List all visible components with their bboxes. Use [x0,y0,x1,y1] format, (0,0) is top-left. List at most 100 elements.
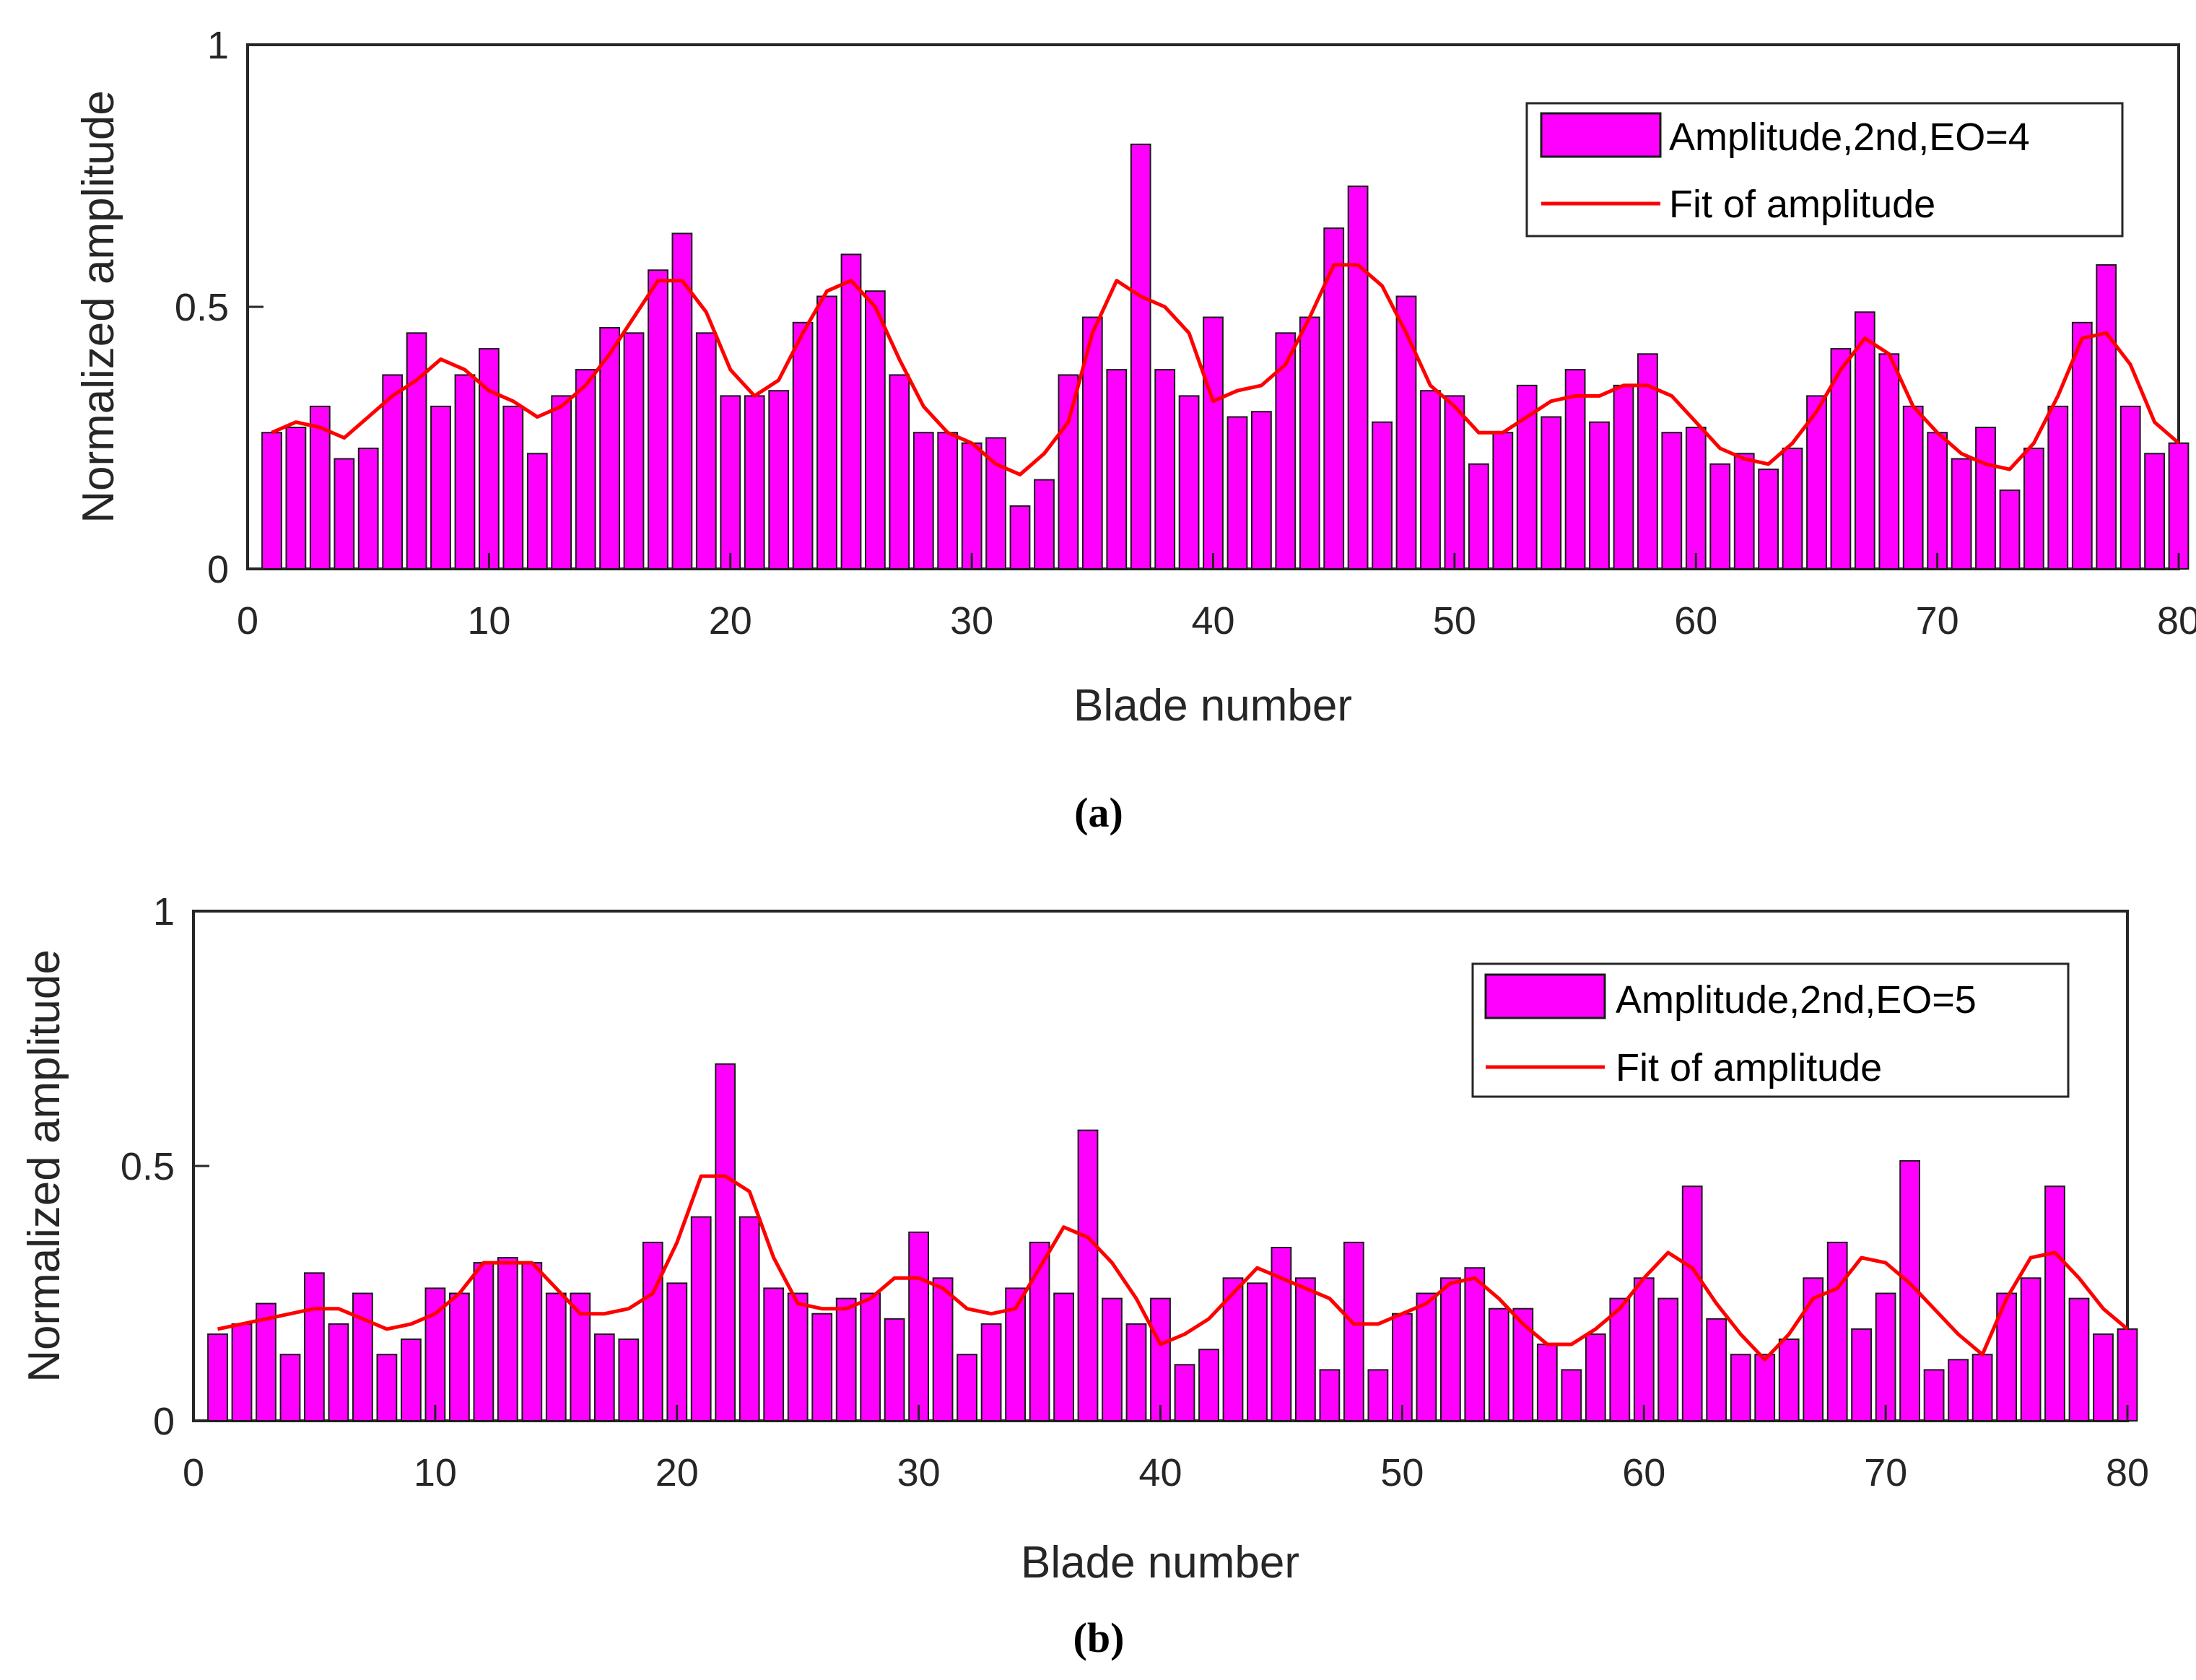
bar-blade-40-b [1150,1297,1171,1422]
bar-blade-52-b [1440,1277,1461,1422]
bar-blade-58-b [1585,1333,1606,1422]
x-tick-label-60-b: 60 [1622,1451,1665,1494]
bar-blade-5-b [304,1272,325,1422]
legend-bar-label-a: Amplitude,2nd,EO=4 [1669,116,2030,159]
chart-panel-b: 0 10 20 30 40 50 60 70 80 0 0.5 1 Blade number Norm… [19,890,2149,1661]
bar-blade-62-a [1733,453,1755,570]
axis-ticks-a: 0 10 20 30 40 50 60 70 80 0 0.5 1 [175,24,2196,643]
bar-blade-65-b [1754,1354,1776,1422]
x-tick-label-0-a: 0 [237,599,258,643]
bar-blade-68-b [1826,1241,1848,1422]
x-tick-label-0-b: 0 [183,1451,204,1494]
bar-blade-23-a [792,321,814,570]
bar-blade-28-b [860,1292,881,1422]
x-tick-label-80-b: 80 [2106,1451,2149,1494]
bar-blade-67-a [1854,311,1875,570]
bar-blade-63-b [1706,1318,1727,1422]
bar-blade-72-a [1975,427,1996,570]
bar-blade-59-a [1661,432,1683,570]
x-axis-label-a: Blade number [1073,681,1352,731]
bar-blade-30-a [961,442,982,570]
x-tick-label-20-a: 20 [709,599,752,643]
bar-blade-29-a [937,432,959,570]
bar-blade-7-a [406,332,427,570]
bar-blade-44-a [1299,316,1320,570]
bar-blade-38-a [1154,369,1176,570]
fit-line-a [271,263,2180,476]
bar-blade-22-a [768,390,790,570]
bar-blade-66-b [1778,1339,1800,1422]
bar-blade-69-a [1902,405,1924,570]
bar-blade-2-b [231,1323,253,1422]
panel-caption-a: (a) [1074,789,1123,836]
bar-blade-26-a [865,290,886,570]
bar-blade-24-a [816,295,837,570]
bar-blade-13-b [497,1257,518,1422]
x-tick-label-10-a: 10 [467,599,510,643]
bar-blade-52-a [1492,432,1514,570]
bar-blade-80-a [2168,442,2190,570]
bar-blade-76-b [2020,1277,2042,1422]
bar-blade-21-b [690,1216,712,1422]
bar-blade-36-a [1106,369,1128,570]
bar-blade-51-b [1416,1292,1437,1422]
bar-blade-9-a [454,374,476,570]
bar-blade-75-a [2047,405,2069,570]
bar-blade-48-b [1343,1241,1364,1422]
legend-bar-swatch-b [1484,973,1606,1019]
bar-blade-6-b [328,1323,349,1422]
bar-blade-61-b [1657,1297,1679,1422]
bar-series-a [261,143,2190,570]
bar-blade-33-a [1034,479,1055,570]
bar-blade-14-a [575,369,596,570]
bar-blade-19-b [642,1241,663,1422]
bar-blade-41-b [1174,1364,1195,1422]
bar-blade-57-a [1613,384,1634,570]
axis-ticks-b: 0 10 20 30 40 50 60 70 80 0 0.5 1 [121,890,2149,1494]
chart-panel-a: 0 10 20 30 40 50 60 70 80 0 0.5 1 Blade number Norm… [74,24,2196,836]
bar-blade-25-a [840,253,862,570]
bar-blade-56-a [1589,421,1610,570]
legend-b: Amplitude,2nd,EO=5 Fit of amplitude [1471,962,2070,1098]
bar-blade-42-a [1251,411,1272,570]
bar-blade-8-a [430,405,451,570]
bar-blade-67-b [1803,1277,1824,1422]
bar-blade-74-a [2023,448,2044,570]
bar-blade-73-b [1948,1359,1969,1422]
bar-blade-78-b [2068,1297,2090,1422]
bar-blade-35-b [1029,1241,1050,1422]
bar-blade-42-b [1198,1349,1219,1422]
bar-series-b [207,1063,2138,1422]
bar-blade-70-b [1875,1292,1896,1422]
bar-blade-12-a [526,453,548,570]
bar-blade-77-b [2044,1185,2065,1422]
bar-blade-50-a [1444,395,1465,570]
bar-blade-24-b [763,1287,785,1422]
bar-blade-69-b [1851,1328,1872,1422]
y-tick-label-0-b: 0 [153,1400,175,1443]
bar-blade-28-a [912,432,934,570]
bar-blade-66-a [1830,348,1852,570]
bar-blade-78-a [2119,405,2141,570]
bar-blade-32-b [957,1354,977,1422]
y-tick-label-0.5-b: 0.5 [121,1145,175,1188]
bar-blade-39-b [1125,1323,1147,1422]
bar-blade-46-a [1347,186,1369,570]
bar-blade-14-b [521,1262,543,1422]
bar-blade-79-a [2144,453,2165,570]
bar-blade-27-a [889,374,910,570]
bar-blade-62-b [1681,1185,1703,1422]
bar-blade-3-b [256,1302,276,1422]
bar-blade-4-b [279,1354,301,1422]
bar-blade-63-a [1758,469,1779,570]
bar-blade-18-a [671,232,693,570]
bar-blade-7-b [352,1292,373,1422]
bar-blade-56-b [1536,1344,1558,1422]
bar-blade-71-a [1951,458,1972,570]
bar-blade-19-a [695,332,717,570]
bar-blade-34-a [1058,374,1079,570]
bar-blade-79-b [2093,1333,2114,1422]
bar-blade-45-a [1323,227,1345,570]
bar-blade-54-b [1488,1307,1509,1422]
bar-blade-2-a [285,427,307,570]
